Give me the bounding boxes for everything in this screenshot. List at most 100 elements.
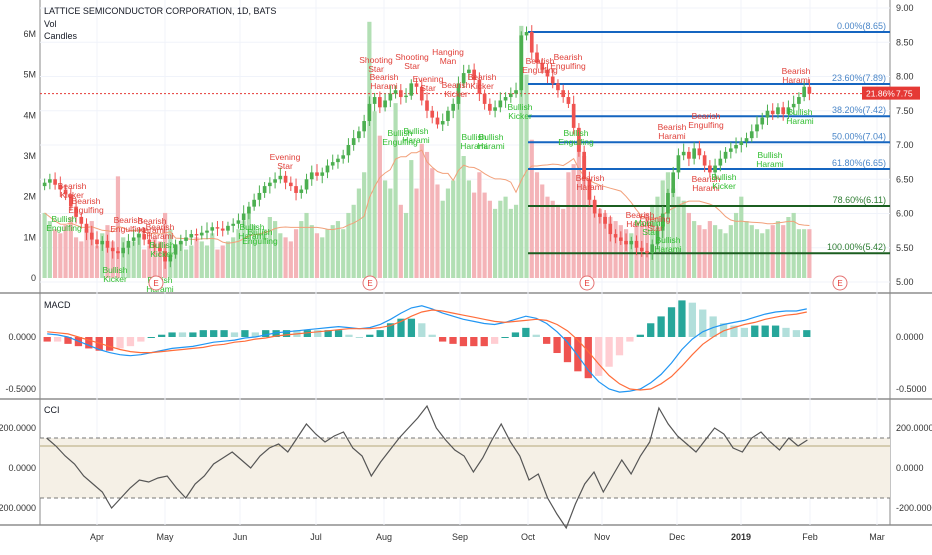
volume-bar bbox=[398, 204, 403, 278]
pattern-word-bearish: Hanging bbox=[432, 47, 464, 57]
volume-bar bbox=[456, 95, 461, 278]
pattern-label-bullish: Bullish Engulfing bbox=[382, 128, 418, 147]
macd-hist-bar bbox=[251, 332, 259, 337]
macd-hist-bar bbox=[386, 323, 395, 337]
volume-bar bbox=[540, 184, 545, 278]
pattern-label-bearish: Bearish Kicker bbox=[58, 181, 87, 200]
candle-body bbox=[587, 179, 592, 200]
candle-body bbox=[472, 69, 476, 80]
date-tick-label: Jul bbox=[310, 532, 322, 542]
macd-hist-bar bbox=[792, 330, 801, 337]
volume-bar bbox=[356, 188, 361, 278]
candle-body bbox=[807, 86, 812, 94]
candle-body bbox=[299, 189, 304, 193]
pattern-label-bearish: Bearish Engulfing bbox=[110, 215, 146, 234]
volume-bar bbox=[550, 200, 555, 278]
price-tick-label: 9.00 bbox=[896, 3, 914, 13]
volume-bar bbox=[393, 103, 398, 278]
macd-hist-bar bbox=[241, 330, 249, 337]
macd-hist-bar bbox=[709, 316, 717, 337]
candle-body bbox=[278, 175, 283, 180]
pattern-word-bearish: Bearish bbox=[442, 80, 471, 90]
candle-body bbox=[655, 230, 660, 245]
volume-bar bbox=[194, 237, 199, 278]
pattern-label-bullish: Morning Star bbox=[635, 218, 666, 237]
candle-body bbox=[84, 223, 89, 233]
volume-moving-average bbox=[44, 149, 810, 244]
volume-bar bbox=[210, 233, 215, 278]
candle-body bbox=[676, 155, 681, 173]
candle-body bbox=[131, 237, 136, 241]
pattern-label-bullish: Bullish Engulfing bbox=[46, 214, 82, 233]
volume-bar bbox=[482, 192, 487, 278]
candle-body bbox=[220, 228, 225, 231]
candle-body bbox=[734, 145, 738, 149]
macd-tick-right: 0.0000 bbox=[896, 332, 924, 342]
pattern-label-bearish: Bearish Harami bbox=[626, 210, 655, 229]
volume-bar bbox=[121, 237, 126, 278]
date-tick-label: 2019 bbox=[731, 532, 751, 542]
volume-bar bbox=[508, 208, 513, 278]
macd-hist-bar bbox=[563, 337, 572, 363]
macd-hist-bar bbox=[480, 337, 488, 347]
price-tick-label: 5.00 bbox=[896, 277, 914, 287]
pattern-word-bullish: Engulfing bbox=[242, 236, 278, 246]
pattern-word-bearish: Shooting bbox=[359, 55, 393, 65]
pattern-word-bullish: Bullish bbox=[149, 240, 174, 250]
earnings-label: E bbox=[367, 279, 372, 288]
candle-body bbox=[247, 206, 251, 214]
candle-body bbox=[797, 97, 801, 104]
volume-bar bbox=[199, 241, 204, 278]
macd-hist-bar bbox=[220, 330, 228, 337]
candle-body bbox=[378, 97, 382, 108]
candle-body bbox=[608, 223, 613, 235]
macd-hist-bar bbox=[303, 330, 311, 337]
macd-hist-bar bbox=[95, 337, 103, 351]
candle-body bbox=[556, 83, 560, 91]
macd-hist-bar bbox=[574, 337, 582, 372]
macd-hist-bar bbox=[210, 330, 218, 337]
candle-body bbox=[121, 247, 126, 254]
pattern-label-bearish: Bearish Kicker bbox=[442, 80, 471, 99]
candle-body bbox=[624, 240, 628, 245]
volume-bar bbox=[325, 229, 330, 278]
candle-body bbox=[524, 31, 529, 36]
pattern-label-bearish: Evening Star bbox=[413, 74, 444, 93]
pattern-word-bearish: Bearish bbox=[782, 66, 811, 76]
macd-hist-bar bbox=[553, 337, 561, 354]
macd-hist-bar bbox=[438, 337, 447, 342]
volume-bar bbox=[293, 229, 299, 278]
candle-body bbox=[63, 189, 68, 195]
candle-body bbox=[48, 179, 52, 183]
volume-bar bbox=[749, 225, 754, 278]
macd-hist-bar bbox=[105, 337, 114, 351]
pattern-word-bullish: Engulfing bbox=[382, 137, 418, 147]
volume-bar bbox=[440, 200, 445, 278]
pattern-word-bullish: Bullish bbox=[239, 222, 264, 232]
candle-body bbox=[425, 100, 429, 111]
macd-hist-bar bbox=[272, 330, 280, 337]
candle-body bbox=[330, 162, 335, 166]
candle-body bbox=[618, 237, 623, 241]
candle-body bbox=[419, 86, 424, 101]
volume-bar bbox=[786, 217, 791, 278]
candle-body bbox=[393, 90, 398, 94]
earnings-circle bbox=[579, 275, 595, 291]
macd-hist-bar bbox=[678, 300, 686, 337]
candle-body bbox=[95, 239, 99, 245]
volume-bar bbox=[267, 217, 272, 278]
pattern-word-bearish: Bearish bbox=[658, 122, 687, 132]
candle-body bbox=[178, 240, 183, 245]
volume-bar bbox=[178, 241, 183, 278]
macd-hist-bar bbox=[740, 327, 749, 337]
candle-body bbox=[508, 93, 513, 98]
pattern-word-bearish: Evening bbox=[640, 214, 671, 224]
candle-body bbox=[755, 124, 759, 132]
volume-bar bbox=[278, 233, 283, 278]
pattern-word-bullish: Bullish bbox=[507, 102, 532, 112]
candle-body bbox=[226, 225, 230, 231]
volume-bar bbox=[555, 204, 561, 278]
